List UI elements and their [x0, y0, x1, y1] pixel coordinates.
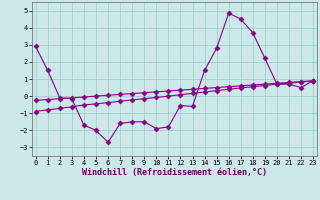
- X-axis label: Windchill (Refroidissement éolien,°C): Windchill (Refroidissement éolien,°C): [82, 168, 267, 177]
